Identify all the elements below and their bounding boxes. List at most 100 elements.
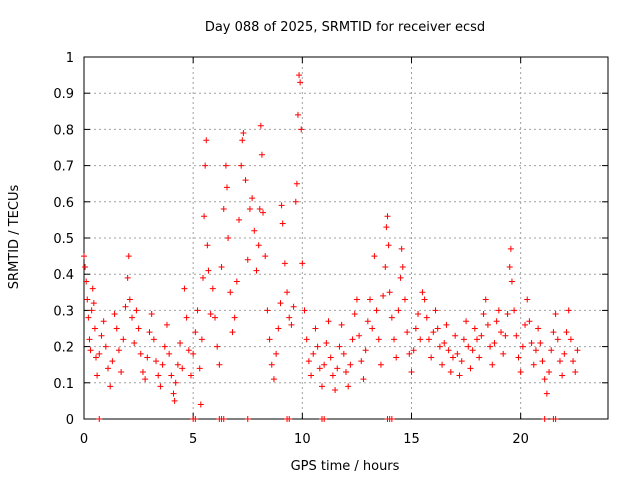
data-point xyxy=(93,354,100,361)
data-point xyxy=(430,329,437,336)
data-point xyxy=(458,358,465,365)
data-point xyxy=(220,416,227,422)
data-point xyxy=(548,347,555,354)
data-point xyxy=(415,311,422,318)
data-point xyxy=(552,311,559,318)
data-point xyxy=(367,296,374,303)
data-point xyxy=(384,213,391,220)
x-tick-label: 20 xyxy=(512,432,529,447)
data-point xyxy=(467,365,474,372)
data-point xyxy=(286,314,293,321)
data-point xyxy=(417,336,424,343)
data-point xyxy=(196,365,203,372)
data-point xyxy=(216,361,223,368)
data-point xyxy=(131,339,138,346)
data-point xyxy=(410,347,417,354)
y-tick-label: 0.2 xyxy=(53,341,74,356)
data-point xyxy=(404,329,411,336)
data-point xyxy=(391,336,398,343)
data-point xyxy=(318,383,325,390)
data-point xyxy=(251,227,258,234)
data-point xyxy=(351,311,358,318)
y-tick-label: 0 xyxy=(66,413,74,428)
axis-ticks xyxy=(83,56,608,420)
data-point xyxy=(294,111,301,118)
data-point xyxy=(222,162,229,169)
data-point xyxy=(386,289,393,296)
y-tick-label: 0.1 xyxy=(53,377,74,392)
data-point xyxy=(284,289,291,296)
data-point xyxy=(225,235,232,241)
data-point xyxy=(190,350,197,357)
x-axis-label: GPS time / hours xyxy=(291,459,400,474)
data-point xyxy=(96,416,103,422)
data-point xyxy=(465,343,472,350)
data-point xyxy=(511,307,518,314)
data-point xyxy=(135,325,142,332)
data-point xyxy=(253,267,260,274)
data-point xyxy=(209,285,216,292)
data-point xyxy=(266,336,273,343)
data-point xyxy=(246,206,253,213)
data-point xyxy=(244,416,251,422)
data-point xyxy=(192,329,199,336)
data-point xyxy=(155,372,162,379)
x-tick-label: 0 xyxy=(80,432,88,447)
data-point xyxy=(159,361,166,368)
data-point xyxy=(332,387,339,394)
data-point xyxy=(102,343,109,350)
data-point xyxy=(290,303,297,310)
data-point xyxy=(85,314,92,321)
data-point xyxy=(298,126,305,133)
data-point xyxy=(185,347,192,354)
data-point xyxy=(279,220,286,227)
data-point xyxy=(268,361,275,368)
y-tick-label: 1 xyxy=(66,51,74,66)
data-point xyxy=(229,329,236,336)
data-point xyxy=(353,296,360,303)
data-point xyxy=(125,253,132,260)
data-point xyxy=(153,358,160,365)
data-point xyxy=(273,350,280,357)
data-point xyxy=(157,383,164,390)
data-point xyxy=(419,289,426,296)
data-point xyxy=(142,376,149,383)
data-point xyxy=(388,416,395,422)
data-point xyxy=(552,416,559,422)
data-point xyxy=(491,339,498,346)
data-point xyxy=(487,343,494,350)
tick-labels: 00.10.20.30.40.50.60.70.80.910 5 10 15 20 xyxy=(53,51,529,447)
data-point xyxy=(146,329,153,336)
data-point xyxy=(124,274,131,281)
data-point xyxy=(205,267,212,274)
x-tick-label: 5 xyxy=(189,432,197,447)
data-point xyxy=(316,365,323,372)
data-point xyxy=(260,209,267,216)
data-point xyxy=(207,311,214,318)
data-point xyxy=(218,263,225,270)
data-point xyxy=(301,307,308,314)
data-point xyxy=(148,311,155,318)
data-point xyxy=(421,296,428,303)
data-point xyxy=(81,253,87,260)
data-point xyxy=(212,314,218,321)
data-point xyxy=(255,242,262,249)
data-point xyxy=(362,347,369,354)
data-point xyxy=(308,372,315,379)
data-point xyxy=(181,285,188,292)
data-point xyxy=(565,307,572,314)
data-point xyxy=(432,307,439,314)
data-point xyxy=(83,278,90,285)
data-point xyxy=(408,368,415,375)
data-point xyxy=(480,311,487,318)
data-point xyxy=(139,368,146,375)
data-point xyxy=(187,372,194,379)
data-point xyxy=(231,314,238,321)
data-point xyxy=(436,343,443,350)
data-point xyxy=(129,314,136,321)
data-point xyxy=(559,372,566,379)
data-point xyxy=(249,195,256,202)
data-point xyxy=(90,300,97,307)
data-point xyxy=(428,354,435,361)
data-point xyxy=(398,245,405,252)
